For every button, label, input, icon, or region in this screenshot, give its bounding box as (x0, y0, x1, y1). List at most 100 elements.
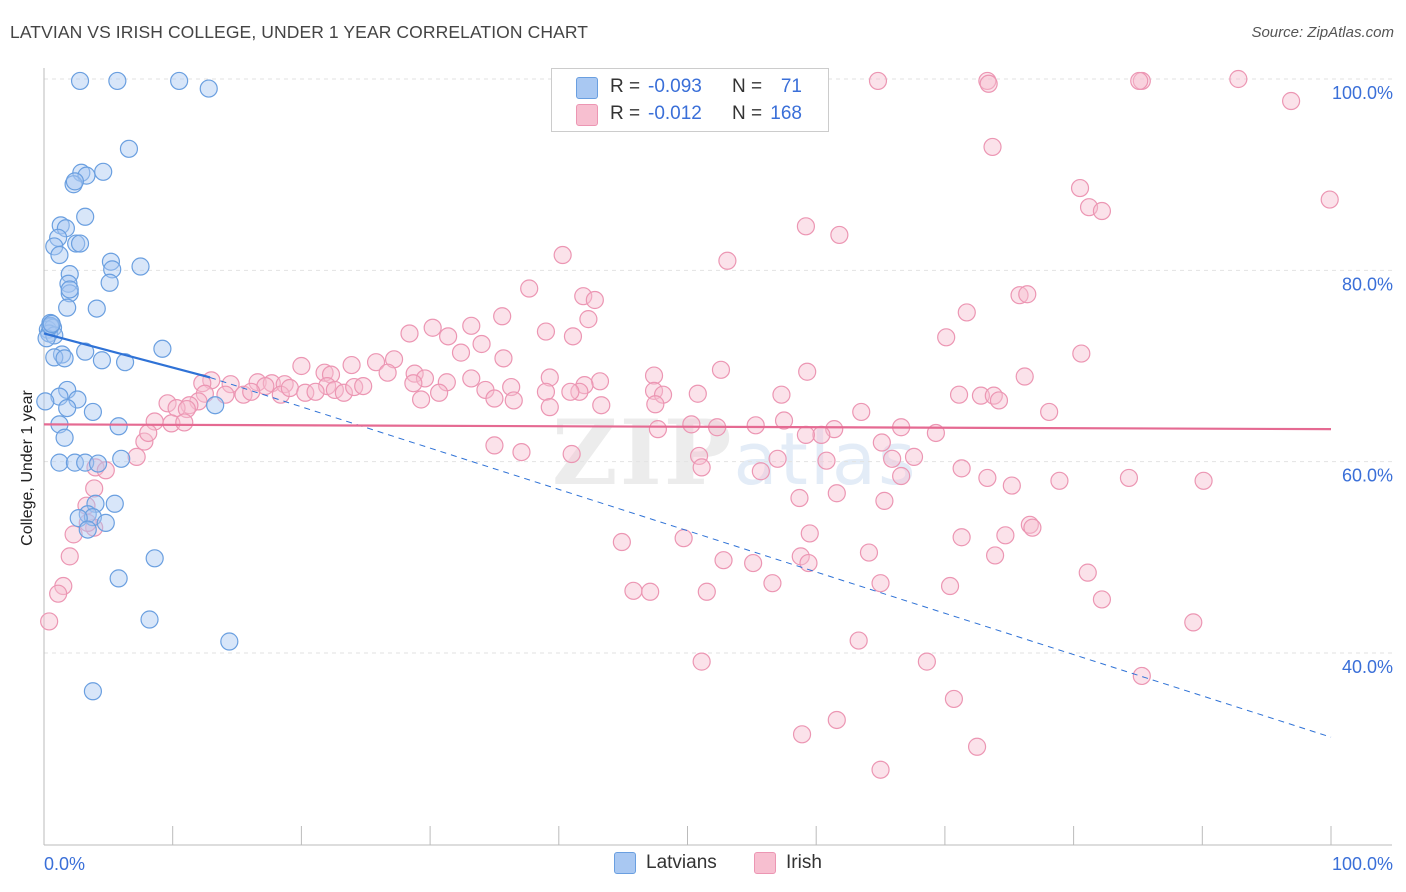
irish-point (493, 307, 512, 326)
latvian-point (58, 298, 77, 317)
irish-point (796, 425, 816, 444)
irish-point (415, 369, 435, 388)
latvian-point (78, 520, 97, 539)
irish-point (1184, 613, 1203, 632)
latvian-point (59, 274, 78, 293)
irish-trend-line (43, 423, 1332, 431)
r-label: R = (610, 76, 641, 97)
irish-point (85, 479, 104, 498)
irish-point (868, 71, 888, 91)
r-value: -0.012 (648, 103, 702, 124)
irish-point (812, 425, 831, 444)
irish-point (494, 349, 513, 368)
irish-point (1040, 402, 1059, 422)
irish-point (644, 381, 664, 400)
irish-point (536, 322, 556, 341)
latvian-point (70, 234, 90, 253)
irish-point (1020, 515, 1039, 534)
irish-point (1078, 563, 1097, 582)
irish-point (1092, 590, 1112, 609)
irish-point (744, 553, 763, 573)
irish-point (354, 376, 373, 396)
irish-point (562, 444, 581, 464)
latvian-point (92, 351, 112, 370)
irish-point (798, 362, 817, 381)
irish-point (60, 547, 79, 566)
irish-point (400, 324, 419, 343)
irish-point (940, 576, 960, 596)
irish-point (439, 327, 458, 346)
irish-point (162, 414, 181, 433)
latvian-point (55, 428, 74, 447)
y-tick-label: 100.0% (1332, 83, 1393, 103)
irish-point (849, 631, 868, 650)
latvian-point (96, 513, 115, 532)
irish-point (763, 574, 782, 593)
r-value: -0.093 (648, 76, 702, 97)
irish-point (646, 395, 665, 414)
irish-point (871, 760, 890, 779)
irish-point (892, 466, 911, 486)
latvian-point (109, 569, 128, 588)
latvian-point (109, 417, 128, 436)
irish-point (553, 245, 572, 265)
irish-point (563, 327, 583, 346)
irish-point (949, 385, 969, 404)
latvian-point (60, 280, 79, 299)
irish-point (751, 462, 770, 481)
irish-point (512, 443, 531, 462)
irish-point (653, 385, 673, 404)
irish-point (536, 382, 556, 401)
irish-point (1015, 367, 1034, 386)
irish-point (796, 217, 816, 236)
latvians-label: Latvians (646, 852, 717, 873)
latvian-point (94, 162, 113, 181)
irish-point (1132, 666, 1151, 686)
irish-point (1018, 285, 1037, 304)
legend-row-latvians: R = -0.093 N = 71 (552, 73, 828, 101)
irish-point (1282, 91, 1301, 111)
irish-point (952, 459, 971, 478)
x-tick-label-min: 0.0% (44, 854, 85, 874)
latvian-point (58, 398, 77, 418)
irish-point (485, 436, 504, 455)
irish-point (996, 526, 1015, 545)
latvian-point (220, 632, 239, 651)
irish-point (592, 396, 611, 415)
y-tick-label: 40.0% (1342, 657, 1393, 677)
irish-point (774, 411, 794, 430)
latvian-point (76, 342, 95, 361)
latvian-point (45, 237, 64, 256)
irish-point (462, 369, 481, 388)
latvian-point (153, 339, 172, 358)
irish-point (746, 416, 765, 435)
irish-point (175, 413, 194, 432)
latvian-point (76, 207, 95, 226)
irish-point (682, 415, 701, 434)
irish-point (1130, 71, 1149, 91)
irish-point (872, 433, 891, 452)
latvian-point (76, 453, 95, 472)
latvian-point (131, 257, 150, 276)
irish-point (1070, 178, 1090, 198)
irish-point (242, 382, 261, 401)
correlation-legend: R = -0.093 N = 71 R = -0.012 N = 168 (551, 68, 829, 132)
irish-point (883, 449, 902, 468)
irish-point (875, 491, 894, 510)
latvian-point (60, 284, 79, 303)
irish-point (859, 543, 879, 562)
irish-point (983, 137, 1002, 157)
irish-point (768, 449, 787, 468)
watermark-zip: ZIP (552, 400, 734, 506)
latvian-point (101, 252, 121, 271)
irish-point (692, 652, 711, 671)
irish-point (830, 225, 849, 245)
irish-point (342, 355, 361, 375)
latvian-point (70, 71, 90, 91)
irish-point (366, 353, 386, 372)
irish-point (135, 432, 154, 451)
latvian-point (88, 454, 108, 473)
irish-point (937, 328, 956, 347)
irish-swatch (576, 104, 598, 126)
